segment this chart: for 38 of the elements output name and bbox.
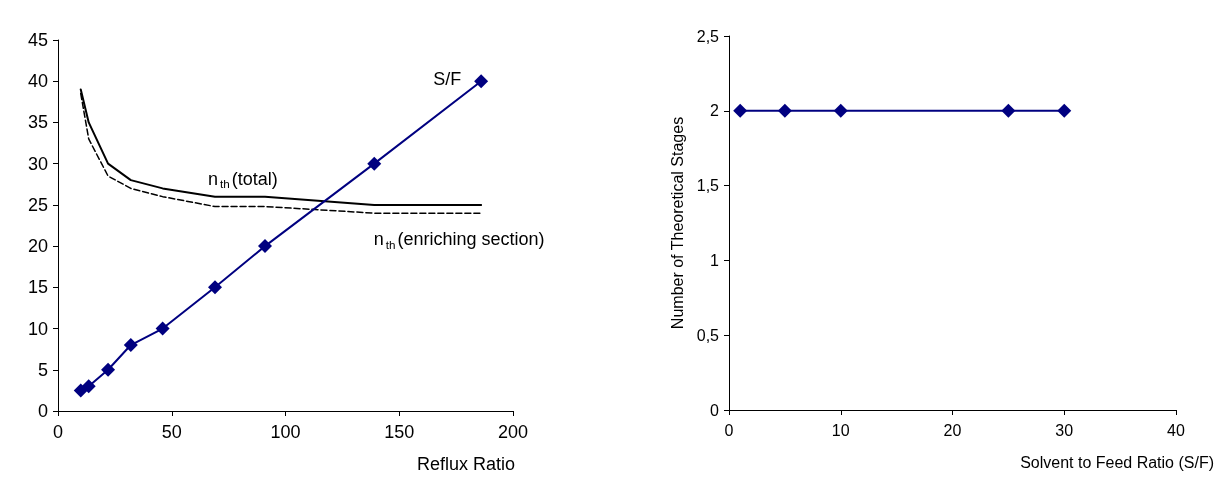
x-axis-title: Reflux Ratio xyxy=(416,454,515,474)
y-tick-label: 40 xyxy=(27,71,48,92)
y-tick-label: 30 xyxy=(27,153,48,174)
y-tick-label: 25 xyxy=(27,194,48,215)
y-tick-label: 0 xyxy=(710,401,720,419)
y-tick-label: 0,5 xyxy=(696,326,720,344)
y-tick-label: 10 xyxy=(27,318,48,339)
y-tick-label: 45 xyxy=(27,30,48,50)
x-tick-label: 50 xyxy=(161,422,182,442)
y-tick-label: 2,5 xyxy=(696,27,720,45)
x-tick-label: 0 xyxy=(52,422,64,442)
x-tick-label: 100 xyxy=(270,422,301,442)
x-tick-label: 10 xyxy=(831,421,850,439)
x-tick-label: 30 xyxy=(1055,421,1074,439)
x-tick-label: 20 xyxy=(943,421,962,439)
y-tick-label: 1,5 xyxy=(696,177,720,195)
x-tick-label: 150 xyxy=(384,422,415,442)
x-axis-title: Solvent to Feed Ratio (S/F) xyxy=(1020,453,1214,471)
y-tick-label: 0 xyxy=(37,401,48,421)
y-tick-label: 35 xyxy=(27,112,48,133)
y-tick-label: 1 xyxy=(710,251,720,269)
series-label: S/F xyxy=(433,69,462,90)
point xyxy=(367,156,382,171)
point xyxy=(474,74,489,89)
y-tick-label: 20 xyxy=(27,236,48,257)
point xyxy=(81,379,96,394)
y-tick-label: 5 xyxy=(37,359,48,380)
point xyxy=(207,280,222,295)
y-axis-title: Number of Theoretical Stages xyxy=(669,116,687,330)
y-tick-label: 2 xyxy=(710,102,720,120)
x-tick-label: 0 xyxy=(724,421,734,439)
point xyxy=(155,321,170,336)
x-tick-label: 40 xyxy=(1167,421,1185,439)
point xyxy=(101,362,116,377)
point xyxy=(258,239,273,254)
point xyxy=(123,338,138,353)
x-tick-label: 200 xyxy=(497,422,529,442)
y-tick-label: 15 xyxy=(27,277,48,298)
